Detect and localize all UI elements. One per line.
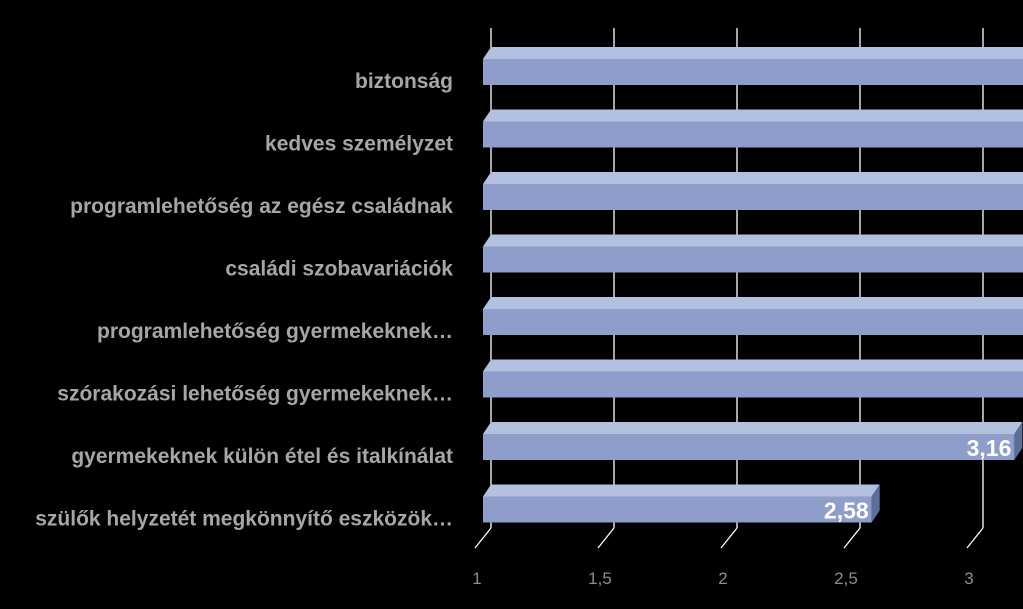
bar: 3,16 — [483, 422, 1023, 461]
bar-front-face — [483, 59, 1023, 85]
bar-side-face — [871, 484, 880, 523]
bar-front-face — [483, 246, 1023, 273]
bar: 2,58 — [483, 484, 880, 524]
bar-front-face — [483, 496, 872, 523]
category-label: szórakozási lehetőség gyermekeknek… — [57, 383, 453, 406]
category-label: programlehetőség az egész családnak — [70, 195, 453, 218]
bar-top-face — [483, 234, 1023, 247]
bars: 4,58 4,26 4,16 3,56 3,5 3,41 3,16 2,58 — [483, 47, 1023, 524]
gridline-floor — [474, 527, 492, 549]
bar-front-face — [483, 434, 1015, 460]
bar-front-face — [483, 309, 1023, 335]
bar-top-face — [483, 109, 1023, 122]
bar-top-face — [483, 47, 1023, 59]
category-label: biztonság — [355, 70, 453, 93]
bar-top-face — [483, 422, 1023, 434]
category-labels: biztonság kedves személyzet programlehetős… — [35, 70, 453, 531]
gridline-floor — [720, 527, 738, 549]
bar-side-face — [1014, 422, 1023, 460]
bar-front-face — [483, 184, 1023, 210]
category-label: programlehetőség gyermekeknek… — [97, 320, 453, 343]
bar-top-face — [483, 359, 1023, 372]
x-tick-label: 2 — [718, 569, 727, 588]
bar: 4,58 — [483, 47, 1023, 85]
bar-top-face — [483, 484, 880, 497]
x-axis-tick-labels: 11,522,533,544,55 — [472, 569, 973, 588]
x-tick-label: 3 — [964, 569, 973, 588]
category-label: családi szobavariációk — [225, 258, 453, 281]
bar-front-face — [483, 121, 1023, 148]
gridline-floor — [843, 527, 861, 549]
category-label: szülők helyzetét megkönnyítő eszközök… — [35, 508, 453, 531]
bar-front-face — [483, 371, 1023, 398]
x-tick-label: 2,5 — [834, 569, 858, 588]
bar-top-face — [483, 172, 1023, 184]
bar: 4,16 — [483, 172, 1023, 210]
gridline-floor — [966, 527, 984, 549]
x-tick-label: 1,5 — [588, 569, 612, 588]
bar-top-face — [483, 297, 1023, 309]
bar: 4,26 — [483, 109, 1023, 148]
bar: 3,56 — [483, 234, 1023, 273]
x-tick-label: 1 — [472, 569, 481, 588]
category-label: kedves személyzet — [265, 133, 453, 156]
data-label: 2,58 — [824, 498, 869, 524]
bar: 3,5 — [483, 297, 1023, 335]
gridlines — [474, 28, 984, 549]
bar: 3,41 — [483, 359, 1023, 398]
data-label: 3,16 — [967, 435, 1012, 461]
category-label: gyermekeknek külön étel és italkínálat — [71, 445, 453, 468]
gridline-floor — [597, 527, 615, 549]
